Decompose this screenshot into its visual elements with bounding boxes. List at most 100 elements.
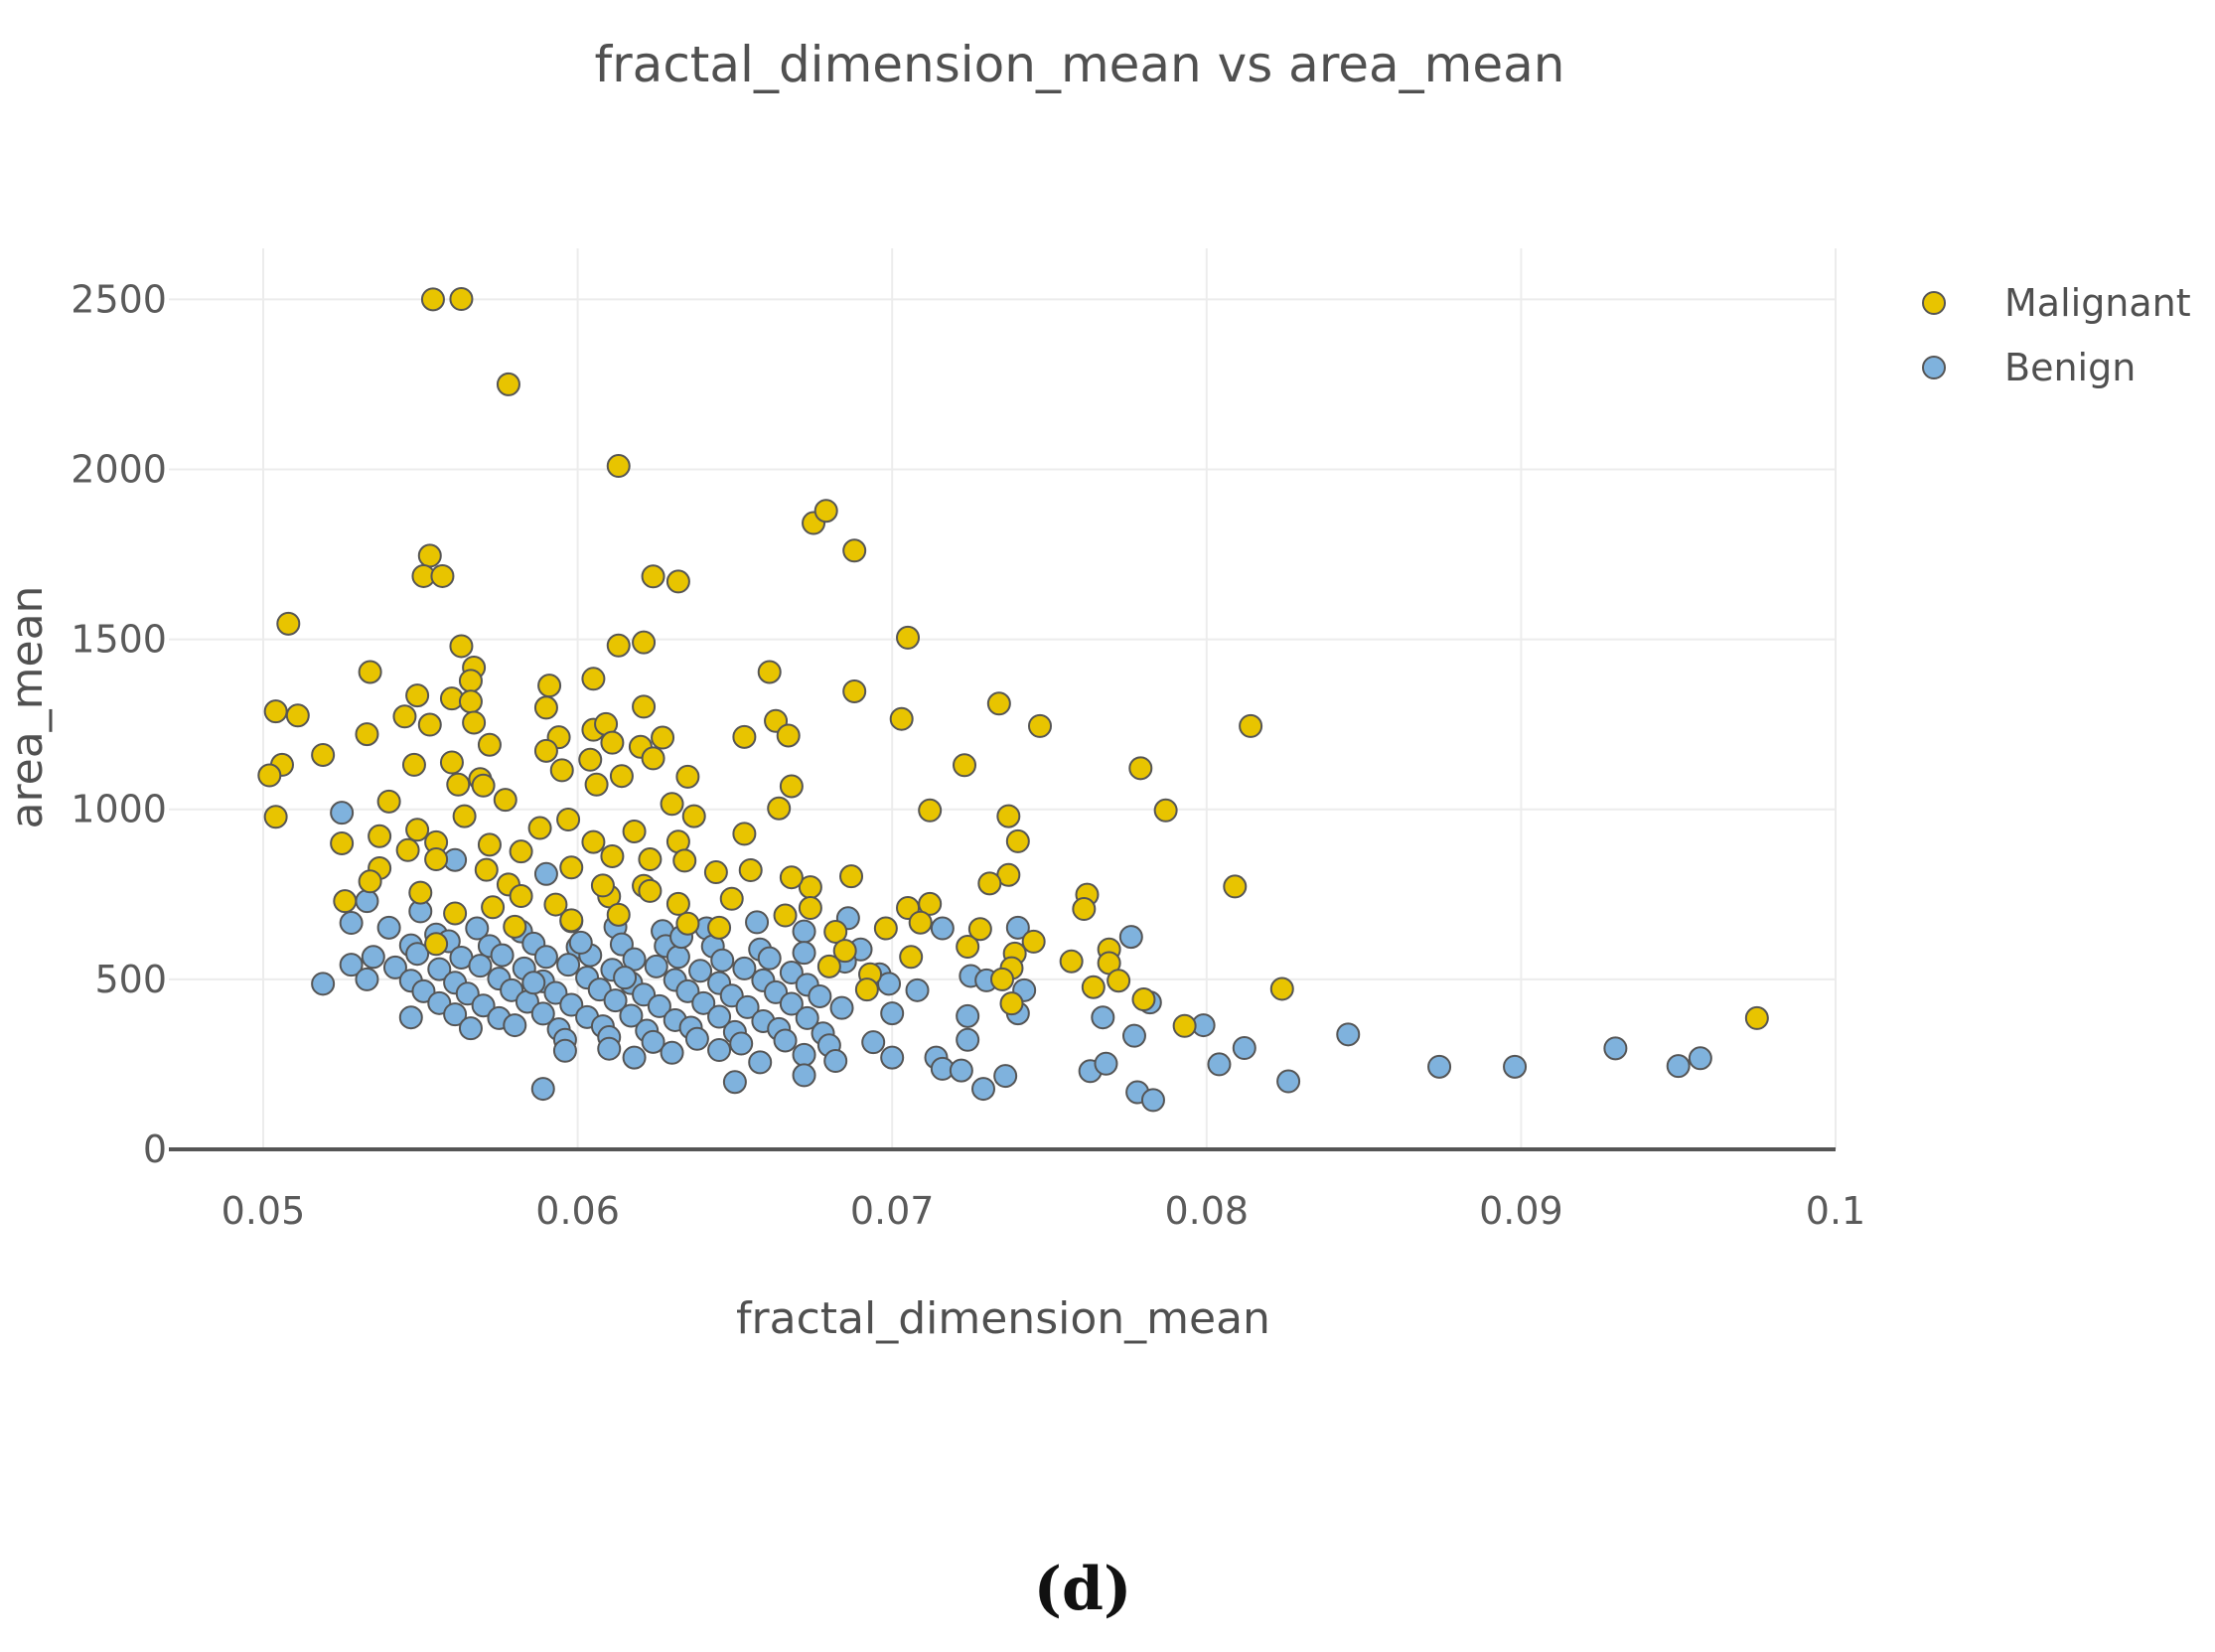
data-point-benign <box>1276 1069 1301 1094</box>
data-point-benign <box>382 955 407 979</box>
data-point-malignant <box>757 660 782 684</box>
data-point-malignant <box>606 902 631 927</box>
legend-marker-malignant <box>1922 291 1946 315</box>
legend-item-malignant[interactable]: Malignant <box>1922 281 2191 325</box>
data-point-malignant <box>392 704 417 729</box>
data-point-malignant <box>458 669 483 693</box>
data-point-benign <box>1091 1005 1115 1030</box>
legend-item-benign[interactable]: Benign <box>1922 346 2136 389</box>
data-point-malignant <box>638 878 663 903</box>
data-point-benign <box>719 983 744 1008</box>
data-point-malignant <box>358 869 382 894</box>
data-point-malignant <box>918 891 943 916</box>
data-point-benign <box>949 1058 973 1083</box>
data-point-benign <box>1603 1036 1628 1061</box>
data-point-benign <box>795 1005 819 1030</box>
data-point-malignant <box>1223 874 1248 899</box>
data-point-benign <box>1232 1036 1256 1061</box>
data-point-benign <box>971 1077 996 1102</box>
data-point-malignant <box>776 723 801 748</box>
data-point-benign <box>792 941 816 966</box>
data-point-benign <box>956 1027 980 1052</box>
data-point-benign <box>465 916 490 941</box>
data-point-benign <box>1118 925 1143 950</box>
data-point-malignant <box>449 634 474 659</box>
data-point-malignant <box>481 895 506 920</box>
data-point-malignant <box>1005 828 1030 853</box>
data-point-malignant <box>999 991 1024 1016</box>
y-tick-label: 1000 <box>71 788 167 831</box>
data-point-malignant <box>672 848 697 873</box>
data-point-malignant <box>1081 975 1106 999</box>
data-point-malignant <box>738 858 763 883</box>
data-point-malignant <box>918 798 943 823</box>
data-point-malignant <box>1172 1013 1197 1038</box>
data-point-benign <box>880 1001 905 1026</box>
legend-label-benign: Benign <box>2004 346 2136 389</box>
x-tick-label: 0.05 <box>222 1189 306 1233</box>
data-point-malignant <box>675 764 700 789</box>
y-tick-label: 2500 <box>71 277 167 321</box>
data-point-malignant <box>355 722 379 747</box>
data-point-benign <box>732 956 757 980</box>
data-point-malignant <box>584 772 609 797</box>
data-point-malignant <box>773 903 798 928</box>
data-point-benign <box>993 1064 1018 1089</box>
data-point-malignant <box>430 563 455 588</box>
data-point-benign <box>521 971 546 995</box>
data-point-malignant <box>1239 713 1263 738</box>
data-point-malignant <box>873 916 898 941</box>
data-point-malignant <box>665 569 690 594</box>
data-point-benign <box>597 1036 622 1061</box>
data-point-malignant <box>408 880 433 905</box>
data-point-benign <box>568 930 593 955</box>
x-axis-title: fractal_dimension_mean <box>736 1293 1270 1344</box>
data-point-malignant <box>641 564 665 589</box>
data-point-malignant <box>732 822 757 846</box>
data-point-malignant <box>967 917 992 942</box>
legend-marker-benign <box>1922 356 1946 379</box>
data-point-benign <box>355 967 379 991</box>
data-point-malignant <box>590 873 615 898</box>
data-point-malignant <box>493 788 517 813</box>
data-point-malignant <box>641 746 665 771</box>
data-point-malignant <box>1027 713 1052 738</box>
data-point-benign <box>691 990 716 1015</box>
data-point-malignant <box>854 977 879 1002</box>
data-point-malignant <box>1072 897 1097 922</box>
data-point-malignant <box>527 816 552 840</box>
data-point-benign <box>644 954 668 978</box>
data-point-malignant <box>417 712 442 737</box>
data-point-benign <box>1140 1088 1165 1113</box>
x-tick-label: 0.1 <box>1806 1189 1865 1233</box>
data-point-benign <box>660 1040 684 1065</box>
data-point-malignant <box>509 839 533 864</box>
data-point-benign <box>861 1030 886 1055</box>
data-point-benign <box>503 1013 527 1038</box>
panel-label: (d) <box>1034 1555 1132 1624</box>
data-point-malignant <box>452 804 477 828</box>
data-point-malignant <box>358 660 382 684</box>
data-point-malignant <box>732 724 757 749</box>
data-point-benign <box>1005 915 1030 940</box>
data-point-benign <box>757 946 782 971</box>
data-point-malignant <box>823 919 848 944</box>
data-point-malignant <box>311 742 336 767</box>
data-point-malignant <box>439 750 464 775</box>
data-point-malignant <box>263 699 288 724</box>
data-point-malignant <box>703 860 728 885</box>
data-point-benign <box>622 1045 647 1070</box>
data-point-benign <box>455 981 480 1006</box>
data-point-malignant <box>581 667 606 691</box>
y-tick-label: 2000 <box>71 447 167 491</box>
data-point-benign <box>773 1028 798 1053</box>
data-point-malignant <box>376 789 401 814</box>
data-point-malignant <box>581 829 606 854</box>
data-point-benign <box>1427 1054 1452 1079</box>
data-point-malignant <box>417 543 442 568</box>
data-point-malignant <box>559 855 584 880</box>
data-point-malignant <box>263 805 288 829</box>
data-point-malignant <box>1744 1005 1769 1030</box>
data-point-benign <box>707 1038 732 1063</box>
data-point-malignant <box>533 738 558 763</box>
